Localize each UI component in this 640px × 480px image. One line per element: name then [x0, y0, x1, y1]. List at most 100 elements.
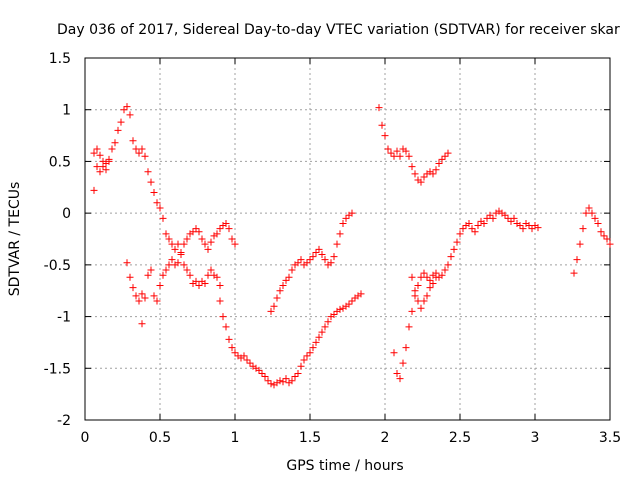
data-point [591, 214, 599, 222]
data-point [504, 214, 512, 222]
data-point [282, 375, 290, 383]
data-point [165, 235, 173, 243]
data-point [270, 302, 278, 310]
series-prn_d [138, 320, 146, 328]
data-point [198, 235, 206, 243]
data-point [444, 149, 452, 157]
y-tick-label: -1.5 [44, 361, 71, 377]
data-point [321, 256, 329, 264]
data-point [195, 228, 203, 236]
data-point [240, 352, 248, 360]
series-prn_a [90, 103, 224, 290]
data-point [264, 377, 272, 385]
data-point [585, 204, 593, 212]
data-point [447, 253, 455, 261]
data-point [288, 377, 296, 385]
data-point [315, 333, 323, 341]
data-point [399, 359, 407, 367]
data-point [426, 284, 434, 292]
data-point [375, 104, 383, 112]
data-point [357, 290, 365, 298]
data-point [204, 271, 212, 279]
data-point [192, 277, 200, 285]
data-point [474, 222, 482, 230]
data-point [147, 178, 155, 186]
data-point [102, 159, 110, 167]
data-point [150, 188, 158, 196]
data-point [603, 235, 611, 243]
y-axis-label: SDTVAR / TECUs [7, 182, 23, 297]
data-point [228, 235, 236, 243]
data-point [600, 232, 608, 240]
data-point [525, 222, 533, 230]
data-point [123, 103, 131, 111]
data-point [138, 290, 146, 298]
data-point [123, 259, 131, 267]
y-tick-label: -1 [57, 310, 71, 326]
y-tick-label: 0.5 [49, 154, 71, 170]
data-point [108, 145, 116, 153]
data-point [576, 240, 584, 248]
data-point [471, 228, 479, 236]
data-point [342, 214, 350, 222]
data-point [303, 352, 311, 360]
data-point [405, 323, 413, 331]
data-point [435, 159, 443, 167]
data-point [330, 253, 338, 261]
data-point [480, 219, 488, 227]
data-point [330, 311, 338, 319]
data-point [303, 259, 311, 267]
data-point [408, 273, 416, 281]
data-point [438, 155, 446, 163]
data-point [534, 224, 542, 232]
data-point [255, 366, 263, 374]
data-point [417, 273, 425, 281]
data-point [297, 256, 305, 264]
series-prn_j [570, 204, 614, 277]
data-point [165, 261, 173, 269]
data-point [150, 292, 158, 300]
data-point [348, 297, 356, 305]
data-point [132, 145, 140, 153]
data-point [174, 240, 182, 248]
data-point [501, 211, 509, 219]
x-tick-label: 0 [81, 430, 90, 446]
data-point [420, 269, 428, 277]
data-point [336, 305, 344, 313]
data-point [117, 118, 125, 126]
data-point [153, 297, 161, 305]
data-point [216, 225, 224, 233]
data-point [186, 271, 194, 279]
data-point [594, 219, 602, 227]
data-point [225, 225, 233, 233]
data-point [141, 152, 149, 160]
data-point [261, 373, 269, 381]
data-point [153, 199, 161, 207]
y-tick-label: 1 [62, 103, 71, 119]
data-point [411, 287, 419, 295]
data-point [315, 245, 323, 253]
data-point [417, 178, 425, 186]
data-point [411, 170, 419, 178]
data-point [201, 279, 209, 287]
data-point [339, 219, 347, 227]
data-point [222, 219, 230, 227]
data-point [348, 209, 356, 217]
data-point [417, 304, 425, 312]
data-point [96, 151, 104, 159]
data-point [396, 152, 404, 160]
data-point [336, 230, 344, 238]
data-point [279, 282, 287, 290]
series-prn_g [375, 104, 452, 186]
data-point [408, 307, 416, 315]
data-point [144, 168, 152, 176]
data-point [183, 235, 191, 243]
data-point [441, 266, 449, 274]
axis-tick-labels: 0 0.5 1 1.5 2 2.5 3 3.5 1.5 1 0.5 0 -0.5 -1 -1.5 -2 [44, 51, 621, 446]
data-point [423, 292, 431, 300]
data-point [318, 251, 326, 259]
data-point [258, 369, 266, 377]
x-tick-label: 3 [531, 430, 540, 446]
data-point [93, 163, 101, 171]
data-point [195, 282, 203, 290]
